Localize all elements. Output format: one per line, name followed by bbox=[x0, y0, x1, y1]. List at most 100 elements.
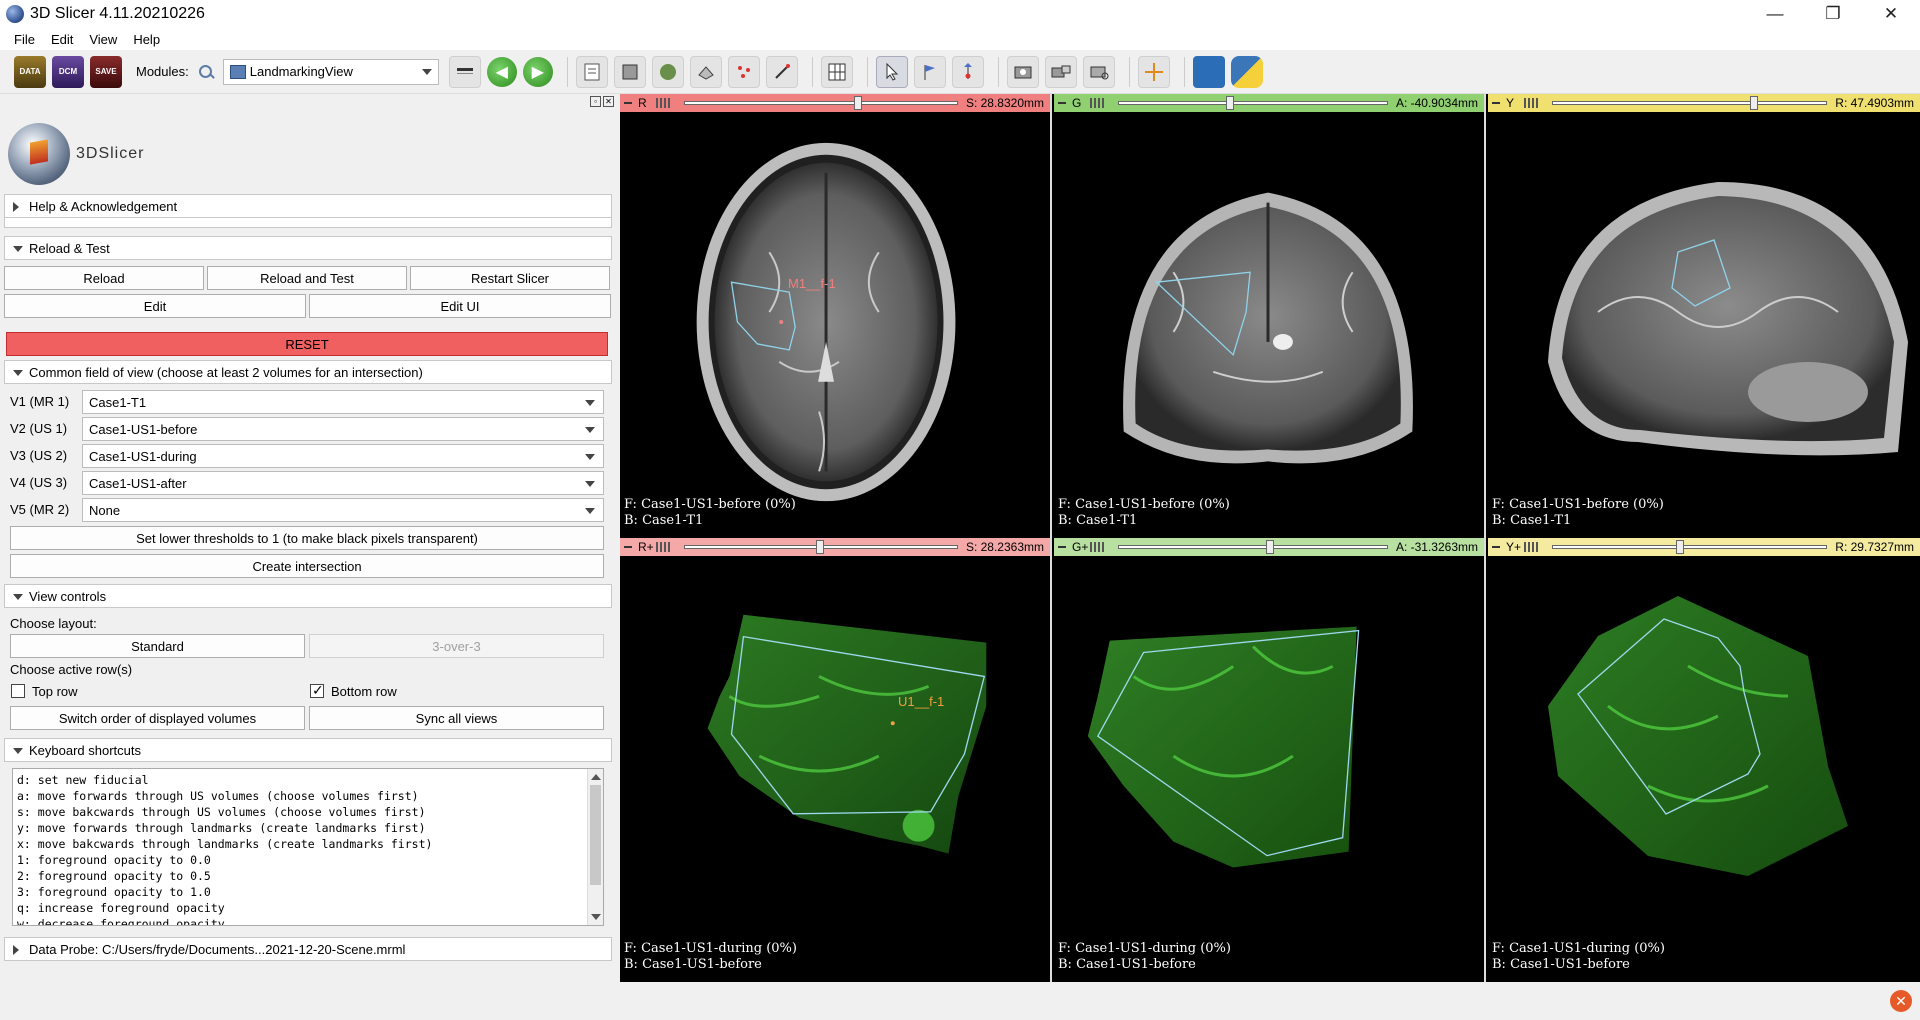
sync-views-button[interactable]: Sync all views bbox=[309, 706, 604, 730]
back-arrow-icon[interactable]: ◀ bbox=[486, 56, 517, 87]
fiducial-place-icon[interactable] bbox=[951, 55, 984, 88]
slice-view-yellow-plus[interactable]: Y+ R: 29.7327mm F: Case1-US1-during (0%)… bbox=[1488, 538, 1920, 982]
undock-icon[interactable]: ▫ bbox=[590, 96, 601, 107]
data-module-icon[interactable] bbox=[575, 55, 608, 88]
slider-handle[interactable] bbox=[1266, 540, 1275, 554]
slice-view-red[interactable]: R S: 28.8320mm M1__f-1 F: Case1-US1-befo… bbox=[620, 94, 1052, 538]
transforms-module-icon[interactable] bbox=[689, 55, 722, 88]
link-icon[interactable] bbox=[1090, 542, 1106, 552]
slice-view-green[interactable]: G A: -40.9034mm F: Case1-US1-before (0%)… bbox=[1054, 94, 1486, 538]
scroll-up-icon[interactable] bbox=[591, 774, 601, 780]
error-log-icon[interactable]: ✕ bbox=[1890, 990, 1912, 1012]
load-data-button[interactable]: DATA bbox=[14, 55, 46, 88]
slider-handle[interactable] bbox=[1226, 96, 1235, 110]
edit-ui-button[interactable]: Edit UI bbox=[309, 294, 611, 318]
module-search-icon[interactable] bbox=[197, 63, 215, 81]
slice-offset-slider[interactable] bbox=[1118, 540, 1388, 554]
restart-slicer-button[interactable]: Restart Slicer bbox=[410, 266, 610, 290]
keyboard-shortcuts-section[interactable]: Keyboard shortcuts bbox=[4, 738, 612, 762]
menu-view[interactable]: View bbox=[89, 31, 118, 47]
pin-icon[interactable] bbox=[1058, 542, 1068, 552]
module-selector[interactable]: LandmarkingView bbox=[222, 58, 439, 85]
python-console-icon[interactable] bbox=[1230, 55, 1263, 88]
place-markup-icon[interactable] bbox=[913, 55, 946, 88]
link-icon[interactable] bbox=[1524, 98, 1540, 108]
slice-offset-slider[interactable] bbox=[1552, 540, 1828, 554]
minimize-icon[interactable]: — bbox=[1766, 4, 1784, 23]
menu-file[interactable]: File bbox=[14, 31, 35, 47]
slice-offset-slider[interactable] bbox=[684, 540, 958, 554]
scroll-down-icon[interactable] bbox=[591, 914, 601, 920]
shortcuts-textbox[interactable]: d: set new fiducial a: move forwards thro… bbox=[12, 768, 604, 926]
data-probe-section[interactable]: Data Probe: C:/Users/fryde/Documents...2… bbox=[4, 937, 612, 961]
menu-edit[interactable]: Edit bbox=[50, 31, 74, 47]
close-icon[interactable]: ✕ bbox=[1883, 4, 1899, 23]
slice-offset-slider[interactable] bbox=[1552, 96, 1828, 110]
markups-module-icon[interactable] bbox=[727, 55, 760, 88]
slider-handle[interactable] bbox=[853, 96, 862, 110]
link-icon[interactable] bbox=[656, 542, 672, 552]
link-icon[interactable] bbox=[1524, 542, 1540, 552]
slider-handle[interactable] bbox=[815, 540, 824, 554]
slice-image[interactable] bbox=[620, 112, 1050, 538]
reload-section[interactable]: Reload & Test bbox=[4, 236, 612, 260]
slice-offset-slider[interactable] bbox=[684, 96, 958, 110]
dicom-button[interactable]: DCM bbox=[52, 55, 84, 88]
slice-image[interactable] bbox=[1488, 556, 1920, 982]
volume-select-v5[interactable]: None bbox=[82, 498, 604, 522]
bottom-row-checkbox[interactable] bbox=[310, 682, 324, 699]
menu-help[interactable]: Help bbox=[133, 31, 161, 47]
slice-image[interactable] bbox=[1488, 112, 1920, 538]
mouse-pointer-icon[interactable] bbox=[875, 55, 908, 88]
crosshair-icon[interactable] bbox=[1137, 55, 1170, 88]
volume-select-v2[interactable]: Case1-US1-before bbox=[82, 417, 604, 441]
scroll-thumb[interactable] bbox=[590, 785, 601, 885]
three-over-three-button[interactable]: 3-over-3 bbox=[309, 634, 604, 658]
common-fov-section[interactable]: Common field of view (choose at least 2 … bbox=[4, 360, 612, 384]
slider-handle[interactable] bbox=[1675, 540, 1684, 554]
volume-select-v1[interactable]: Case1-T1 bbox=[82, 390, 604, 414]
link-icon[interactable] bbox=[1090, 98, 1106, 108]
extension-manager-icon[interactable] bbox=[1192, 55, 1225, 88]
slice-view-yellow[interactable]: Y R: 47.4903mm F: Case1-US1-before (0%) … bbox=[1488, 94, 1920, 538]
models-module-icon[interactable] bbox=[651, 55, 684, 88]
volume-select-v3[interactable]: Case1-US1-during bbox=[82, 444, 604, 468]
pin-icon[interactable] bbox=[624, 542, 634, 552]
pin-icon[interactable] bbox=[1058, 98, 1068, 108]
slice-offset-slider[interactable] bbox=[1118, 96, 1388, 110]
module-history-icon[interactable] bbox=[448, 55, 481, 88]
layout-icon[interactable] bbox=[820, 55, 853, 88]
slice-image[interactable] bbox=[620, 556, 1050, 982]
restore-icon[interactable]: ❐ bbox=[1825, 4, 1841, 23]
fiducial-label[interactable]: M1__f-1 bbox=[788, 276, 836, 291]
set-thresholds-button[interactable]: Set lower thresholds to 1 (to make black… bbox=[10, 526, 604, 550]
slice-image[interactable] bbox=[1054, 556, 1484, 982]
pin-icon[interactable] bbox=[624, 98, 634, 108]
close-panel-icon[interactable]: ✕ bbox=[603, 96, 614, 107]
edit-button[interactable]: Edit bbox=[4, 294, 306, 318]
save-button[interactable]: SAVE bbox=[90, 55, 122, 88]
shortcuts-scrollbar[interactable] bbox=[587, 769, 603, 925]
slice-image[interactable] bbox=[1054, 112, 1484, 538]
volumes-module-icon[interactable] bbox=[613, 55, 646, 88]
help-section[interactable]: Help & Acknowledgement bbox=[4, 194, 612, 218]
editor-module-icon[interactable] bbox=[765, 55, 798, 88]
switch-order-button[interactable]: Switch order of displayed volumes bbox=[10, 706, 305, 730]
scene-view-icon[interactable] bbox=[1044, 55, 1077, 88]
forward-arrow-icon[interactable]: ▶ bbox=[522, 56, 553, 87]
volume-select-v4[interactable]: Case1-US1-after bbox=[82, 471, 604, 495]
reload-button[interactable]: Reload bbox=[4, 266, 204, 290]
slice-view-red-plus[interactable]: R+ S: 28.2363mm U1__f-1 F: Case1-US1-dur… bbox=[620, 538, 1052, 982]
standard-layout-button[interactable]: Standard bbox=[10, 634, 305, 658]
slice-view-green-plus[interactable]: G+ A: -31.3263mm F: Case1-US1-during (0%… bbox=[1054, 538, 1486, 982]
slider-handle[interactable] bbox=[1749, 96, 1758, 110]
fiducial-label[interactable]: U1__f-1 bbox=[898, 694, 945, 709]
pin-icon[interactable] bbox=[1492, 542, 1502, 552]
reset-button[interactable]: RESET bbox=[6, 332, 608, 356]
create-intersection-button[interactable]: Create intersection bbox=[10, 554, 604, 578]
link-icon[interactable] bbox=[656, 98, 672, 108]
crosshair-settings-icon[interactable] bbox=[1082, 55, 1115, 88]
reload-and-test-button[interactable]: Reload and Test bbox=[207, 266, 407, 290]
pin-icon[interactable] bbox=[1492, 98, 1502, 108]
view-controls-section[interactable]: View controls bbox=[4, 584, 612, 608]
